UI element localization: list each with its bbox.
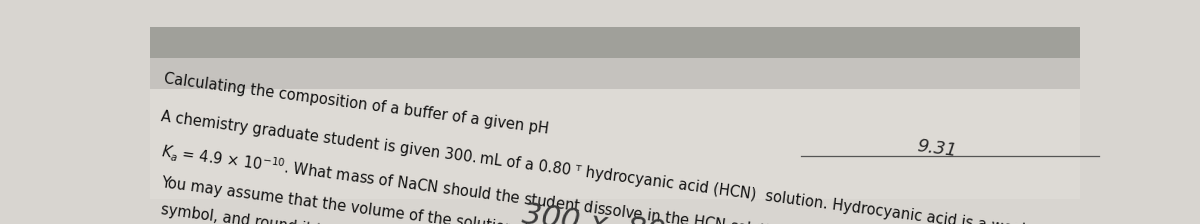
Text: 300 x .80: 300 x .80 <box>520 200 667 224</box>
FancyBboxPatch shape <box>150 27 1080 58</box>
Text: A chemistry graduate student is given 300. mL of a 0.80 ᵀ hydrocyanic acid (HCN): A chemistry graduate student is given 30… <box>160 109 1100 224</box>
FancyBboxPatch shape <box>132 58 1099 93</box>
FancyBboxPatch shape <box>132 89 1099 224</box>
Text: 9.31: 9.31 <box>916 137 959 160</box>
Text: symbol, and round it to 2 significant digits.: symbol, and round it to 2 significant di… <box>160 202 474 224</box>
Text: Calculating the composition of a buffer of a given pH: Calculating the composition of a buffer … <box>163 71 550 137</box>
Text: You may assume that the volume of the solution doesn’t change when the NaCN is d: You may assume that the volume of the so… <box>160 175 1106 224</box>
Text: $K_a$ = 4.9 × 10$^{-10}$. What mass of NaCN should the student dissolve in the H: $K_a$ = 4.9 × 10$^{-10}$. What mass of N… <box>160 140 1073 224</box>
